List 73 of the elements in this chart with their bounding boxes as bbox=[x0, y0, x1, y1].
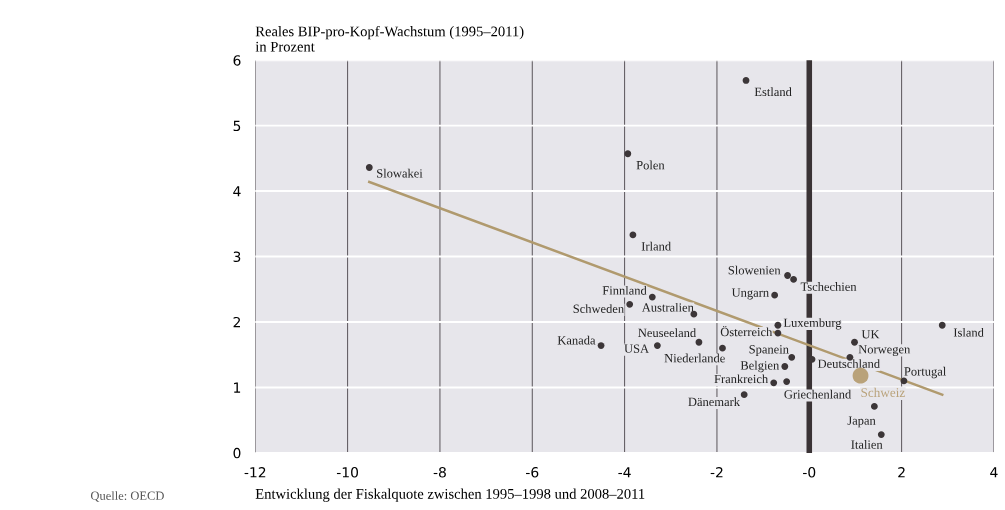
annotation: Italien bbox=[851, 440, 883, 449]
annotation: Norwegen bbox=[858, 345, 911, 357]
point bbox=[365, 164, 373, 171]
point bbox=[771, 291, 779, 299]
point bbox=[597, 342, 605, 349]
point bbox=[938, 321, 946, 329]
point bbox=[770, 379, 778, 387]
point bbox=[695, 338, 703, 346]
annotation: Slowenien bbox=[728, 265, 781, 275]
y-tick-label: 1 bbox=[234, 382, 241, 393]
x-tick-label: 4 bbox=[990, 467, 998, 478]
annotation: Frankreich bbox=[714, 374, 769, 384]
point bbox=[626, 300, 634, 308]
x-tick-label: -2 bbox=[710, 467, 723, 478]
y-tick-label: 3 bbox=[233, 251, 241, 262]
y-tick-label: 6 bbox=[233, 55, 241, 66]
point bbox=[784, 272, 791, 279]
x-axis-title: Entwicklung der Fiskalquote zwischen 1995–1998 und 2008–2011 bbox=[255, 488, 645, 502]
y-tick-label: 4 bbox=[233, 186, 241, 197]
y-tick-label: 5 bbox=[233, 120, 241, 132]
annotation: Belgien bbox=[740, 360, 780, 373]
point bbox=[742, 77, 750, 84]
annotation: Griechenland bbox=[784, 389, 852, 399]
series-label: Schweiz bbox=[861, 387, 905, 398]
x-tick-label: -12 bbox=[244, 467, 266, 478]
point bbox=[781, 363, 789, 370]
point bbox=[653, 342, 661, 349]
x-tick-label: -8 bbox=[433, 467, 446, 478]
source-note: Quelle: OECD bbox=[90, 491, 164, 502]
point bbox=[624, 150, 632, 158]
annotation: Australien bbox=[641, 302, 694, 312]
annotation: Niederlande bbox=[664, 353, 725, 363]
point bbox=[690, 310, 698, 318]
x-tick-label: -0 bbox=[803, 467, 816, 478]
annotation: Spanein bbox=[749, 345, 789, 357]
annotation: Schweden bbox=[573, 304, 624, 313]
x-tick-label: -10 bbox=[336, 467, 359, 478]
annotation: Japan bbox=[847, 416, 876, 428]
annotation: Island bbox=[953, 327, 984, 337]
annotation: Dänemark bbox=[688, 397, 741, 407]
x-tick-label: 2 bbox=[898, 467, 905, 478]
point bbox=[877, 431, 885, 438]
point bbox=[851, 338, 858, 346]
annotation: Irland bbox=[641, 241, 671, 251]
point bbox=[719, 344, 726, 352]
point bbox=[740, 391, 748, 399]
point bbox=[774, 321, 782, 329]
point bbox=[870, 403, 878, 410]
x-tick-label: -4 bbox=[618, 467, 631, 478]
point bbox=[852, 367, 869, 384]
point bbox=[774, 329, 782, 337]
y-axis-title: Reales BIP-pro-Kopf-Wachstum (1995–2011) in Prozent bbox=[255, 25, 524, 52]
annotation: Finnland bbox=[602, 285, 647, 295]
annotation: USA bbox=[624, 344, 649, 353]
annotation: Luxemburg bbox=[783, 318, 842, 330]
x-tick-label: -6 bbox=[526, 467, 539, 478]
annotation: Slowakei bbox=[377, 168, 423, 178]
annotation: Estland bbox=[754, 87, 792, 97]
annotation: UK bbox=[861, 330, 880, 339]
point bbox=[648, 293, 656, 301]
annotation: Tschechien bbox=[800, 282, 857, 291]
annotation: Deutschland bbox=[817, 359, 880, 368]
point bbox=[788, 353, 796, 361]
annotation: Polen bbox=[636, 160, 665, 170]
y-tick-label: 2 bbox=[233, 316, 240, 328]
annotation: Kanada bbox=[557, 335, 596, 345]
annotation: Ungarn bbox=[731, 288, 769, 300]
point bbox=[783, 378, 791, 385]
annotation: Österreich bbox=[720, 325, 773, 337]
annotation: Neuseeland bbox=[638, 328, 696, 338]
y-tick-label: 0 bbox=[233, 447, 241, 459]
point bbox=[790, 276, 797, 283]
annotation: Portugal bbox=[904, 366, 947, 379]
